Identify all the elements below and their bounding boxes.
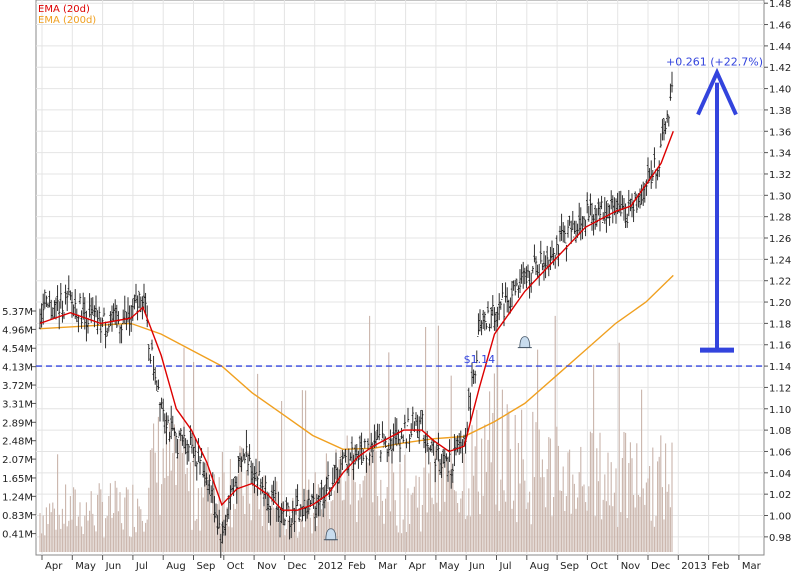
price-tick-label: 1.38 bbox=[769, 106, 791, 117]
month-tick-label: Dec bbox=[287, 561, 306, 572]
month-tick-label: Nov bbox=[621, 561, 641, 572]
month-tick-label: Feb bbox=[712, 561, 730, 572]
month-tick-label: Nov bbox=[257, 561, 277, 572]
month-tick-label: Oct bbox=[590, 561, 607, 572]
volume-tick-label: 4.96M bbox=[2, 325, 33, 336]
legend-entry: EMA (200d) bbox=[38, 15, 96, 26]
volume-tick-label: 1.65M bbox=[2, 474, 33, 485]
bell-icon bbox=[325, 528, 337, 541]
month-tick-label: Sep bbox=[197, 561, 216, 572]
month-tick-label: Sep bbox=[560, 561, 579, 572]
price-tick-label: 1.30 bbox=[769, 191, 791, 202]
price-tick-label: 1.14 bbox=[769, 362, 791, 373]
month-tick-label: 2013 bbox=[681, 561, 706, 572]
volume-tick-label: 5.37M bbox=[2, 307, 33, 318]
price-tick-label: 1.24 bbox=[769, 255, 791, 266]
month-tick-label: Jul bbox=[135, 561, 148, 572]
legend-entry: EMA (20d) bbox=[38, 4, 90, 15]
price-tick-label: 1.00 bbox=[769, 512, 791, 523]
price-tick-label: 1.48 bbox=[769, 0, 791, 10]
month-tick-label: Mar bbox=[378, 561, 398, 572]
change-label: +0.261 (+22.7%) bbox=[666, 56, 763, 69]
volume-tick-label: 4.54M bbox=[2, 344, 33, 355]
month-tick-label: 2012 bbox=[318, 561, 343, 572]
volume-tick-label: 1.24M bbox=[2, 492, 33, 503]
price-tick-label: 0.98 bbox=[769, 533, 791, 544]
price-tick-label: 1.34 bbox=[769, 149, 791, 160]
month-tick-label: Jun bbox=[105, 561, 122, 572]
reference-line-label: $1.14 bbox=[464, 353, 496, 366]
month-tick-label: Dec bbox=[651, 561, 670, 572]
month-tick-label: Aug bbox=[166, 561, 186, 572]
reference-line-group: $1.14 bbox=[36, 353, 764, 367]
volume-tick-label: 0.83M bbox=[2, 511, 33, 522]
price-tick-label: 1.26 bbox=[769, 234, 791, 245]
price-tick-label: 1.44 bbox=[769, 42, 791, 53]
month-tick-label: Jul bbox=[499, 561, 512, 572]
price-tick-label: 1.10 bbox=[769, 405, 791, 416]
price-bars bbox=[38, 71, 674, 558]
price-tick-label: 1.22 bbox=[769, 277, 791, 288]
price-tick-label: 1.28 bbox=[769, 213, 791, 224]
change-annotation-group: +0.261 (+22.7%) bbox=[666, 56, 763, 353]
ema20-series bbox=[39, 131, 674, 511]
bell-icon bbox=[519, 336, 531, 349]
volume-tick-label: 3.72M bbox=[2, 381, 33, 392]
volume-tick-label: 2.48M bbox=[2, 437, 33, 448]
volume-bars bbox=[39, 315, 673, 552]
volume-tick-label: 3.31M bbox=[2, 399, 33, 410]
price-tick-label: 1.16 bbox=[769, 341, 791, 352]
price-tick-label: 1.06 bbox=[769, 447, 791, 458]
volume-tick-label: 2.89M bbox=[2, 418, 33, 429]
volume-tick-label: 0.41M bbox=[2, 530, 33, 541]
price-tick-label: 1.46 bbox=[769, 21, 791, 32]
volume-tick-label: 4.13M bbox=[2, 363, 33, 374]
price-tick-label: 1.18 bbox=[769, 319, 791, 330]
month-tick-label: Apr bbox=[45, 561, 63, 572]
price-tick-label: 1.20 bbox=[769, 298, 791, 309]
change-arrow-head bbox=[696, 67, 738, 116]
month-tick-label: Aug bbox=[530, 561, 550, 572]
month-tick-label: May bbox=[75, 561, 96, 572]
month-tick-label: Apr bbox=[409, 561, 427, 572]
price-tick-label: 1.12 bbox=[769, 383, 791, 394]
month-tick-label: Feb bbox=[348, 561, 366, 572]
legend: EMA (20d)EMA (200d) bbox=[38, 4, 96, 26]
price-tick-label: 1.04 bbox=[769, 469, 791, 480]
price-tick-label: 1.36 bbox=[769, 127, 791, 138]
price-tick-label: 1.32 bbox=[769, 170, 791, 181]
month-tick-label: Oct bbox=[227, 561, 244, 572]
month-tick-label: Mar bbox=[742, 561, 762, 572]
volume-tick-label: 2.07M bbox=[2, 455, 33, 466]
price-tick-label: 1.42 bbox=[769, 63, 791, 74]
alert-markers bbox=[323, 336, 532, 541]
ema20-line bbox=[39, 131, 674, 511]
axes: 1.48 1.46 1.44 1.42 1.40 1.38 1.36 1.34 1.32 1.30… bbox=[2, 0, 791, 572]
price-tick-label: 1.02 bbox=[769, 490, 791, 501]
price-tick-label: 1.40 bbox=[769, 85, 791, 96]
month-tick-label: May bbox=[439, 561, 460, 572]
plot-area bbox=[35, 0, 765, 556]
price-tick-label: 1.08 bbox=[769, 426, 791, 437]
month-tick-label: Jun bbox=[468, 561, 485, 572]
